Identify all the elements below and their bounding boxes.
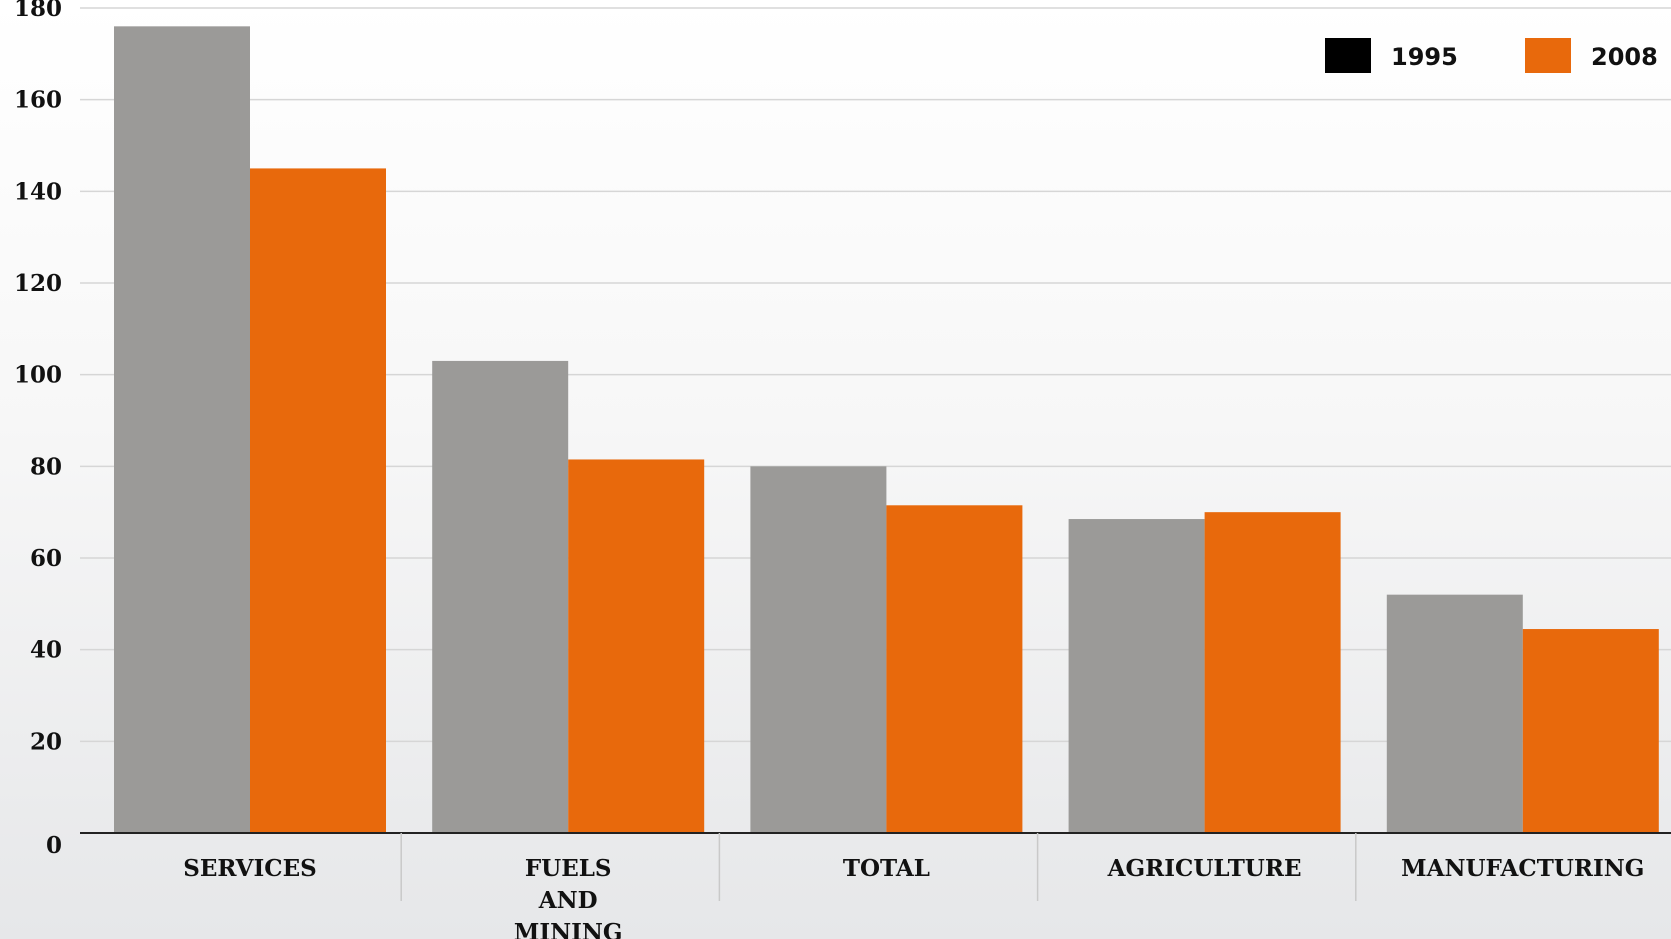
legend-label-2008: 2008 bbox=[1591, 43, 1658, 71]
y-tick-label: 40 bbox=[30, 637, 62, 664]
bar-2008-total bbox=[886, 505, 1023, 833]
x-axis-category-labels: SERVICES FUELS AND MINING TOTAL AGRICULTURE MA… bbox=[183, 855, 1644, 939]
legend-swatch-1995 bbox=[1325, 38, 1371, 73]
bar-1995-total bbox=[750, 466, 887, 833]
y-tick-label: 100 bbox=[14, 362, 62, 389]
x-category-label: TOTAL bbox=[843, 855, 930, 882]
y-tick-label: 80 bbox=[30, 453, 62, 480]
legend-label-1995: 1995 bbox=[1391, 43, 1458, 71]
bars bbox=[114, 26, 1659, 834]
y-tick-label: 160 bbox=[14, 87, 62, 114]
y-axis-tick-labels: 0 20 40 60 80 100 120 140 160 180 bbox=[14, 0, 62, 859]
bar-2008-services bbox=[250, 168, 386, 833]
legend: 1995 2008 bbox=[1325, 38, 1658, 73]
x-category-label: MANUFACTURING bbox=[1401, 855, 1644, 882]
y-tick-label: 60 bbox=[30, 545, 62, 572]
y-tick-label: 0 bbox=[46, 832, 62, 859]
x-category-label: AGRICULTURE bbox=[1107, 855, 1302, 882]
x-axis bbox=[80, 832, 1671, 901]
y-tick-label: 20 bbox=[30, 728, 62, 755]
y-tick-label: 180 bbox=[14, 0, 62, 22]
bar-1995-services bbox=[114, 26, 250, 834]
x-category-label: MINING bbox=[514, 919, 623, 939]
x-category-label: AND bbox=[538, 887, 598, 914]
y-tick-label: 120 bbox=[14, 270, 62, 297]
legend-swatch-2008 bbox=[1525, 38, 1571, 73]
bar-1995-manufacturing bbox=[1386, 594, 1523, 833]
x-category-label: SERVICES bbox=[183, 855, 317, 882]
bar-2008-agriculture bbox=[1204, 512, 1341, 833]
bar-2008-fuels-and-mining bbox=[568, 459, 705, 833]
x-category-label: FUELS bbox=[525, 855, 612, 882]
bar-1995-fuels-and-mining bbox=[432, 360, 569, 833]
bar-1995-agriculture bbox=[1068, 519, 1205, 833]
y-tick-label: 140 bbox=[14, 178, 62, 205]
bar-2008-manufacturing bbox=[1522, 629, 1659, 833]
